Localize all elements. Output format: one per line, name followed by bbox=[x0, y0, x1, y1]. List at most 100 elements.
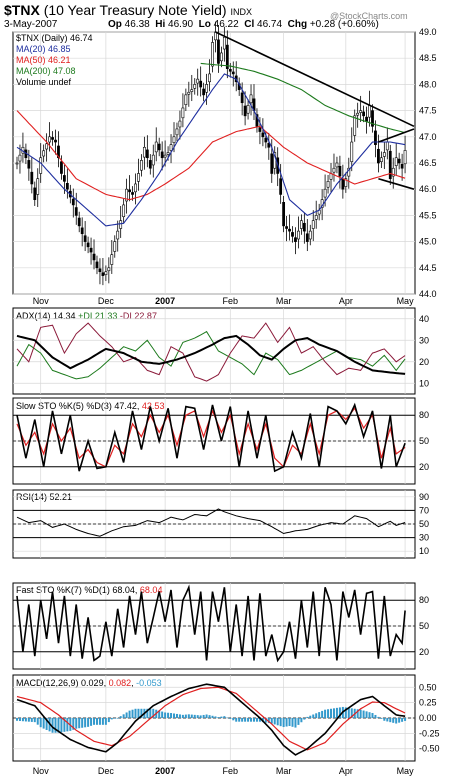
close-value: 46.74 bbox=[257, 19, 283, 30]
price-candle-body bbox=[368, 105, 371, 118]
price-candle-body bbox=[172, 136, 176, 143]
macd-hist-bar bbox=[16, 718, 18, 721]
price-candle-body bbox=[341, 179, 345, 190]
panel-tick-label: 70 bbox=[419, 505, 429, 515]
slow-sto-panel: Slow STO %K(5) %D(3) 47.42, 42.53 80 50 20 bbox=[12, 397, 429, 485]
macd-hist-bar bbox=[297, 718, 300, 725]
price-candle-body bbox=[379, 157, 383, 162]
price-candle-body bbox=[326, 181, 330, 188]
macd-hist-bar bbox=[51, 718, 54, 733]
price-tick-label: 44.0 bbox=[419, 289, 437, 299]
price-candle-body bbox=[385, 141, 389, 151]
price-candle-body bbox=[335, 162, 339, 168]
macd-panel: MACD(12,26,9) 0.029, 0.082, -0.053 0.50 0… bbox=[12, 674, 440, 762]
panel-tick-label: 80 bbox=[419, 410, 429, 420]
macd-hist-bar bbox=[226, 717, 229, 719]
price-candle-body bbox=[403, 150, 407, 165]
macd-hist-bar bbox=[33, 718, 36, 723]
price-candle-body bbox=[344, 178, 348, 187]
fast-sto-k-line bbox=[16, 584, 406, 663]
price-candle-body bbox=[356, 112, 360, 116]
price-candle-body bbox=[187, 91, 191, 95]
fast-sto-title: Fast STO %K(7) %D(1) bbox=[16, 585, 110, 595]
macd-hist-bar bbox=[344, 707, 347, 718]
adx-panel-frame bbox=[12, 307, 416, 395]
price-series bbox=[15, 21, 415, 286]
price-candle-body bbox=[374, 130, 377, 145]
bottom-x-tick-label: Mar bbox=[276, 766, 292, 776]
trendline bbox=[378, 177, 415, 190]
macd-hist-bar bbox=[119, 716, 122, 718]
macd-hist-bar bbox=[359, 709, 362, 718]
bottom-x-tick-label: Dec bbox=[98, 766, 115, 776]
bottom-x-tick-label: Nov bbox=[33, 766, 50, 776]
macd-hist-bar bbox=[161, 711, 164, 718]
macd-hist-bar bbox=[273, 718, 276, 725]
price-candle-body bbox=[362, 111, 366, 117]
macd-hist-bar bbox=[306, 716, 309, 718]
ma200-line bbox=[200, 62, 406, 134]
price-candle-body bbox=[311, 220, 315, 229]
trendline bbox=[215, 31, 415, 128]
macd-hist-bar bbox=[42, 718, 45, 729]
price-candle-body bbox=[205, 84, 208, 93]
macd-hist-bar bbox=[101, 718, 104, 725]
price-legend: $TNX (Daily) 46.74 MA(20) 46.85 MA(50) 4… bbox=[16, 33, 93, 87]
price-candle-body bbox=[264, 137, 268, 143]
macd-hist-bar bbox=[45, 718, 48, 730]
macd-line bbox=[16, 683, 406, 756]
macd-hist-bar bbox=[181, 714, 184, 718]
macd-value: 0.029 bbox=[81, 678, 104, 688]
price-tick-label: 46.0 bbox=[419, 184, 437, 194]
macd-hist-bar bbox=[184, 714, 187, 718]
close-label: Cl bbox=[244, 19, 255, 30]
macd-hist-bar bbox=[217, 717, 220, 718]
macd-hist-bar bbox=[303, 718, 306, 720]
macd-hist-bar bbox=[241, 718, 244, 722]
macd-hist-bar bbox=[404, 718, 407, 721]
price-candle-body bbox=[18, 154, 22, 162]
price-candle-body bbox=[137, 173, 140, 182]
trendline bbox=[378, 128, 415, 143]
macd-hist-bar bbox=[122, 714, 125, 718]
macd-hist-bar bbox=[146, 708, 149, 718]
price-candle-body bbox=[299, 220, 303, 229]
price-candle-body bbox=[400, 164, 404, 169]
price-tick-label: 46.5 bbox=[419, 158, 437, 168]
panel-tick-label: 30 bbox=[419, 335, 429, 345]
macd-hist-bar bbox=[170, 713, 173, 718]
price-tick-label: 44.5 bbox=[419, 263, 437, 273]
price-candle-body bbox=[288, 228, 291, 232]
legend-price: $TNX (Daily) 46.74 bbox=[16, 33, 93, 43]
macd-hist-bar bbox=[288, 718, 291, 727]
panel-tick-label: 50 bbox=[419, 436, 429, 446]
change-label: Chg bbox=[287, 19, 308, 30]
macd-hist-bar bbox=[134, 708, 137, 718]
macd-hist-bar bbox=[282, 718, 285, 728]
macd-hist-bar bbox=[401, 718, 404, 722]
price-candle-body bbox=[77, 217, 81, 227]
price-candle-body bbox=[388, 150, 392, 180]
symbol: $TNX bbox=[4, 2, 40, 18]
macd-hist-bar bbox=[214, 716, 217, 718]
adx-value: 14.34 bbox=[53, 311, 76, 321]
x-tick-label: Mar bbox=[276, 296, 292, 306]
macd-hist-bar bbox=[247, 718, 250, 722]
price-candle-body bbox=[359, 110, 363, 113]
price-candle-body bbox=[240, 92, 244, 104]
macd-hist-bar bbox=[140, 708, 143, 718]
fast-sto-d-value: 68.04 bbox=[140, 585, 163, 595]
macd-hist-bar bbox=[244, 718, 247, 722]
high-value: 46.90 bbox=[168, 19, 194, 30]
price-candle-body bbox=[128, 189, 131, 193]
fast-sto-legend: Fast STO %K(7) %D(1) 68.04, 68.04 bbox=[16, 585, 162, 595]
macd-hist-bar bbox=[158, 710, 161, 718]
macd-signal-value: 0.082 bbox=[109, 678, 132, 688]
price-tick-label: 47.0 bbox=[419, 132, 437, 142]
macd-hist-bar bbox=[164, 712, 167, 718]
price-candle-body bbox=[225, 44, 229, 69]
price-candle-body bbox=[131, 192, 134, 195]
chart-title: $TNX (10 Year Treasury Note Yield) INDX bbox=[4, 2, 252, 18]
price-candle-body bbox=[57, 145, 60, 159]
